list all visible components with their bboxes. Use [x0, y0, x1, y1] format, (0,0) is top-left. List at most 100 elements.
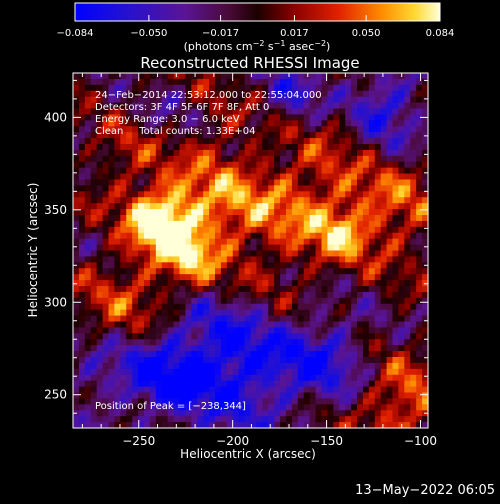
heatmap-cell: [286, 303, 293, 311]
heatmap-cell: [297, 256, 305, 263]
heatmap-cell: [250, 220, 258, 228]
heatmap-cell: [102, 191, 110, 198]
heatmap-cell: [179, 351, 187, 358]
heatmap-cell: [203, 351, 210, 358]
heatmap-cell: [209, 262, 216, 269]
heatmap-cell: [232, 339, 240, 346]
heatmap-cell: [232, 102, 240, 110]
heatmap-cell: [179, 244, 187, 252]
heatmap-cell: [321, 132, 329, 139]
heatmap-cell: [132, 220, 139, 228]
heatmap-cell: [203, 303, 210, 311]
heatmap-cell: [386, 345, 394, 352]
heatmap-cell: [303, 209, 311, 216]
heatmap-cell: [351, 96, 358, 104]
heatmap-cell: [280, 226, 287, 234]
heatmap-cell: [126, 398, 133, 405]
heatmap-cell: [374, 262, 382, 269]
heatmap-cell: [102, 345, 110, 352]
heatmap-cell: [96, 197, 104, 204]
heatmap-cell: [108, 416, 116, 423]
heatmap-cell: [238, 191, 246, 198]
heatmap-cell: [333, 120, 340, 127]
heatmap-cell: [303, 274, 311, 281]
heatmap-cell: [120, 144, 127, 151]
heatmap-cell: [309, 274, 317, 281]
heatmap-cell: [280, 161, 287, 169]
heatmap-cell: [286, 155, 293, 163]
heatmap-cell: [303, 374, 311, 382]
heatmap-cell: [73, 120, 80, 127]
heatmap-cell: [351, 84, 358, 92]
heatmap-cell: [256, 161, 263, 169]
heatmap-cell: [149, 90, 157, 98]
heatmap-cell: [132, 126, 139, 133]
heatmap-cell: [410, 380, 417, 388]
heatmap-cell: [78, 262, 86, 269]
heatmap-cell: [215, 120, 222, 127]
heatmap-cell: [268, 238, 275, 246]
heatmap-cell: [78, 250, 86, 258]
heatmap-cell: [120, 303, 127, 311]
heatmap-cell: [274, 220, 281, 228]
heatmap-cell: [173, 73, 181, 80]
heatmap-cell: [380, 144, 388, 151]
heatmap-cell: [126, 262, 133, 269]
heatmap-cell: [362, 315, 370, 323]
heatmap-cell: [173, 315, 181, 323]
heatmap-cell: [96, 78, 104, 86]
heatmap-cell: [333, 197, 340, 204]
heatmap-cell: [339, 250, 346, 258]
heatmap-cell: [321, 78, 329, 86]
heatmap-cell: [102, 78, 110, 86]
heatmap-cell: [309, 368, 317, 376]
heatmap-cell: [309, 173, 317, 181]
heatmap-cell: [368, 161, 376, 169]
heatmap-cell: [144, 179, 151, 187]
heatmap-cell: [374, 84, 382, 92]
heatmap-cell: [161, 333, 169, 340]
heatmap-cell: [203, 120, 210, 127]
heatmap-cell: [380, 203, 388, 210]
heatmap-cell: [84, 268, 92, 275]
heatmap-cell: [84, 209, 92, 216]
heatmap-cell: [410, 398, 417, 405]
heatmap-cell: [256, 339, 263, 346]
heatmap-cell: [185, 78, 192, 86]
heatmap-cell: [102, 357, 110, 364]
heatmap-cell: [149, 203, 157, 210]
heatmap-cell: [256, 155, 263, 163]
heatmap-cell: [362, 374, 370, 382]
heatmap-cell: [144, 315, 151, 323]
heatmap-cell: [102, 167, 110, 175]
heatmap-cell: [392, 386, 400, 394]
heatmap-cell: [386, 274, 394, 281]
heatmap-cell: [155, 179, 163, 187]
heatmap-cell: [232, 410, 240, 417]
heatmap-cell: [404, 268, 411, 275]
heatmap-cell: [191, 380, 198, 388]
heatmap-cell: [138, 209, 145, 216]
heatmap-cell: [144, 220, 151, 228]
heatmap-cell: [209, 327, 216, 334]
heatmap-cell: [120, 191, 127, 198]
heatmap-cell: [357, 410, 364, 417]
heatmap-cell: [238, 386, 246, 394]
heatmap-cell: [179, 268, 187, 275]
heatmap-cell: [102, 368, 110, 376]
heatmap-cell: [404, 416, 411, 423]
heatmap-cell: [250, 333, 258, 340]
heatmap-cell: [185, 191, 192, 198]
heatmap-cell: [126, 191, 133, 198]
heatmap-cell: [126, 309, 133, 317]
heatmap-cell: [297, 327, 305, 334]
heatmap-cell: [262, 404, 269, 411]
heatmap-cell: [185, 262, 192, 269]
heatmap-cell: [315, 73, 323, 80]
heatmap-cell: [280, 333, 287, 340]
heatmap-cell: [120, 155, 127, 163]
heatmap-cell: [149, 357, 157, 364]
heatmap-cell: [197, 78, 204, 86]
heatmap-cell: [84, 197, 92, 204]
heatmap-cell: [161, 380, 169, 388]
